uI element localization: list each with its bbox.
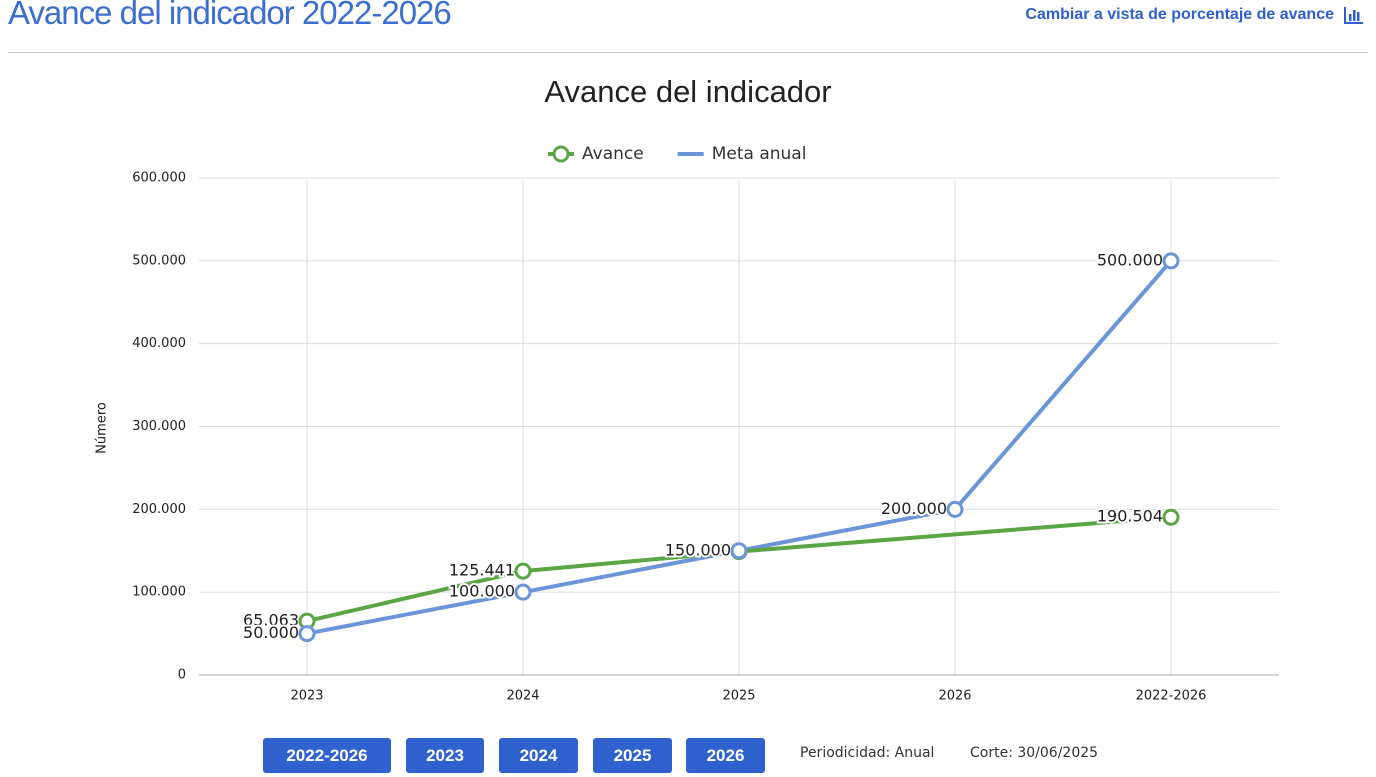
- year-button[interactable]: 2024: [499, 738, 578, 773]
- y-tick-label: 400.000: [132, 336, 186, 351]
- data-label: 150.000: [665, 540, 731, 559]
- x-tick-label: 2022-2026: [1136, 689, 1207, 704]
- y-axis-label: Número: [95, 402, 110, 454]
- y-tick-label: 600.000: [132, 171, 186, 186]
- data-label: 500.000: [1097, 250, 1163, 269]
- chart-icon[interactable]: [1344, 6, 1364, 24]
- point: [514, 583, 532, 601]
- cutoff: Corte: 30/06/2025: [970, 745, 1099, 761]
- y-tick-label: 500.000: [132, 253, 186, 268]
- periodicity: Periodicidad: Anual: [800, 745, 935, 761]
- x-tick-label: 2024: [506, 689, 539, 704]
- chart: Avance del indicador Número 0 100.000 200.…: [95, 74, 1279, 704]
- y-tick-label: 200.000: [132, 502, 186, 517]
- data-label: 190.504: [1097, 507, 1163, 526]
- chart-title: Avance del indicador: [544, 74, 831, 109]
- year-button[interactable]: 2025: [593, 738, 672, 773]
- view-toggle[interactable]: Cambiar a vista de porcentaje de avance: [1025, 6, 1364, 24]
- data-label: 125.441: [449, 561, 515, 580]
- year-button[interactable]: 2026: [686, 738, 765, 773]
- y-tick-label: 100.000: [132, 585, 186, 600]
- y-tick-label: 300.000: [132, 419, 186, 434]
- series-line: [306, 515, 1172, 624]
- point: [298, 625, 316, 643]
- x-tick-label: 2025: [722, 689, 755, 704]
- point: [946, 500, 964, 518]
- data-label: 50.000: [243, 623, 299, 642]
- year-button[interactable]: 2023: [406, 738, 484, 773]
- point: [514, 562, 532, 580]
- y-tick-label: 0: [178, 668, 186, 683]
- divider: [8, 52, 1368, 53]
- legend-marker: [552, 145, 570, 163]
- point: [1162, 252, 1180, 270]
- view-toggle-label[interactable]: Cambiar a vista de porcentaje de avance: [1025, 6, 1334, 23]
- legend-label: Meta anual: [712, 144, 807, 164]
- x-tick-label: 2026: [938, 689, 971, 704]
- page-title: Avance del indicador 2022-2026: [8, 0, 452, 31]
- year-button[interactable]: 2022-2026: [263, 738, 391, 773]
- point: [1162, 508, 1180, 526]
- legend-label: Avance: [582, 144, 644, 164]
- point: [730, 542, 748, 560]
- data-label: 200.000: [881, 499, 947, 518]
- data-label: 100.000: [449, 582, 515, 601]
- x-tick-label: 2023: [290, 689, 323, 704]
- data-label: 65.063: [243, 611, 299, 630]
